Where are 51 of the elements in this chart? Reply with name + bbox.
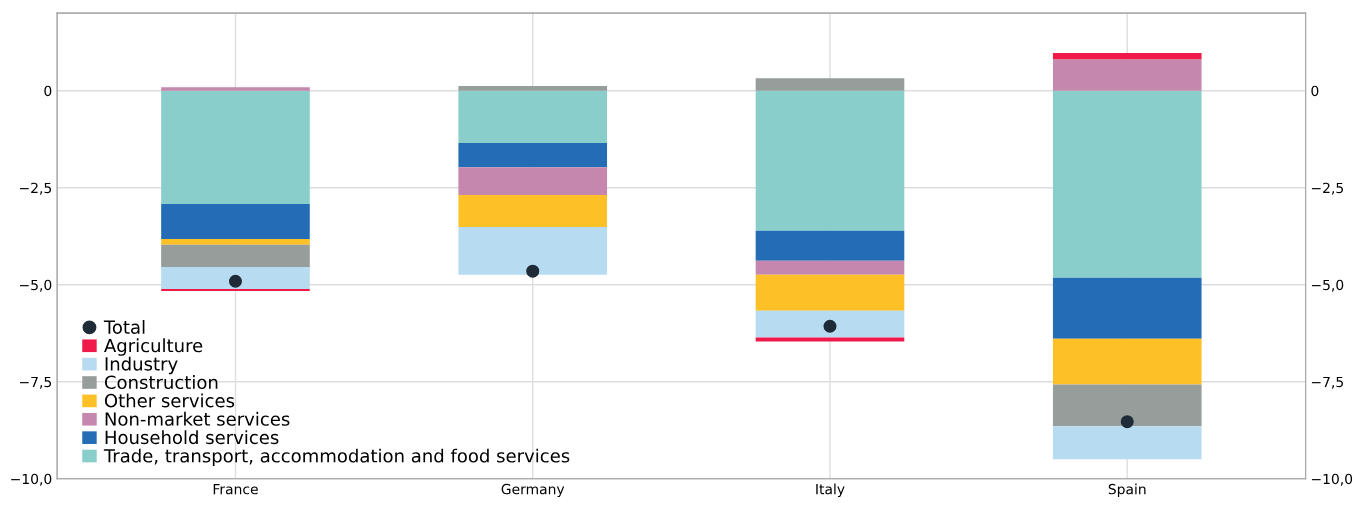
bar [161,244,310,267]
x-tick-label: France [213,484,258,495]
bar [161,90,310,205]
bar [1052,338,1202,385]
bar [755,310,905,338]
y-tick-label: −5,0 [20,279,52,292]
y2-tick-label: −5,0 [1311,279,1344,292]
bar [458,195,608,227]
legend-label: Construction [104,375,218,390]
point [1120,415,1134,429]
bar [161,238,310,245]
bar [1052,59,1202,91]
bar [1052,426,1202,460]
bar [458,167,608,196]
x-tick-label: Italy [816,483,845,498]
bar [161,266,310,289]
legend-label: Non-market services [105,411,290,426]
legend-label: Industry [105,356,178,375]
legend-label: Agriculture [104,338,203,356]
bar [755,90,905,231]
bar [755,274,905,311]
y-tick-label: 0 [44,85,52,97]
bar [755,78,905,91]
legend-label: Other services [104,393,235,408]
legend-label: Trade, transport, accommodation and food services [103,448,570,467]
bar [458,86,608,91]
legend-label: Total [103,319,145,334]
bar [755,260,905,275]
y2-tick-label: −10,0 [1311,473,1353,486]
bar [1052,53,1202,60]
legend-label: Household services [105,430,279,445]
y-tick-label: −10,0 [11,473,52,486]
bar [1052,384,1202,427]
y2-tick-label: 0 [1311,85,1319,97]
x-tick-label: Germany [501,483,565,498]
bar [1052,277,1202,339]
bar [161,204,310,239]
bar [755,230,905,261]
bar [458,143,608,168]
bar [458,226,608,275]
bar [458,90,608,144]
y-tick-label: −7,5 [20,376,52,389]
bar [161,87,310,91]
point [823,319,837,333]
y2-tick-label: −7,5 [1311,376,1343,389]
x-tick-label: Spain [1108,483,1146,498]
bar [1052,90,1202,278]
y-tick-label: −2,5 [20,182,52,195]
point [228,274,242,288]
point [526,264,540,278]
y2-tick-label: −2,5 [1311,182,1343,195]
